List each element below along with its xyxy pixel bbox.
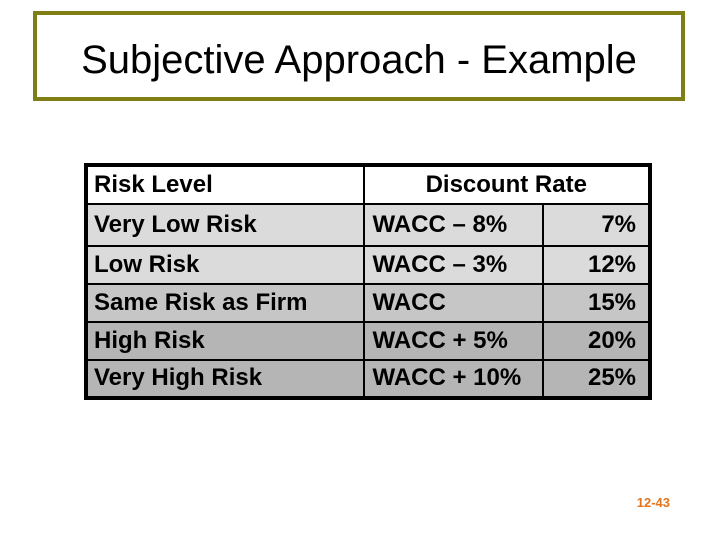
table-row: Very High Risk WACC + 10% 25% [85, 358, 651, 399]
risk-level-cell: Same Risk as Firm [85, 282, 365, 323]
risk-level-cell: Very High Risk [85, 358, 365, 399]
table-header-row: Risk Level Discount Rate [85, 164, 651, 205]
rate-cell: 7% [541, 202, 651, 247]
risk-level-cell: Low Risk [85, 244, 365, 285]
rate-cell: 20% [541, 320, 651, 361]
rate-cell: 15% [541, 282, 651, 323]
risk-level-cell: High Risk [85, 320, 365, 361]
formula-cell: WACC + 5% [362, 320, 544, 361]
header-risk-level: Risk Level [85, 164, 365, 205]
slide-title-box: Subjective Approach - Example [33, 11, 685, 101]
header-discount-rate: Discount Rate [362, 164, 651, 205]
risk-discount-table: Risk Level Discount Rate Very Low Risk W… [83, 163, 653, 400]
risk-level-cell: Very Low Risk [85, 202, 365, 247]
table-row: Low Risk WACC – 3% 12% [85, 244, 651, 285]
slide-title: Subjective Approach - Example [81, 37, 637, 82]
formula-cell: WACC – 3% [362, 244, 544, 285]
formula-cell: WACC – 8% [362, 202, 544, 247]
page-number: 12-43 [636, 495, 670, 510]
table-row: Same Risk as Firm WACC 15% [85, 282, 651, 323]
table-row: Very Low Risk WACC – 8% 7% [85, 202, 651, 247]
formula-cell: WACC [362, 282, 544, 323]
rate-cell: 25% [541, 358, 651, 399]
table-row: High Risk WACC + 5% 20% [85, 320, 651, 361]
formula-cell: WACC + 10% [362, 358, 544, 399]
rate-cell: 12% [541, 244, 651, 285]
